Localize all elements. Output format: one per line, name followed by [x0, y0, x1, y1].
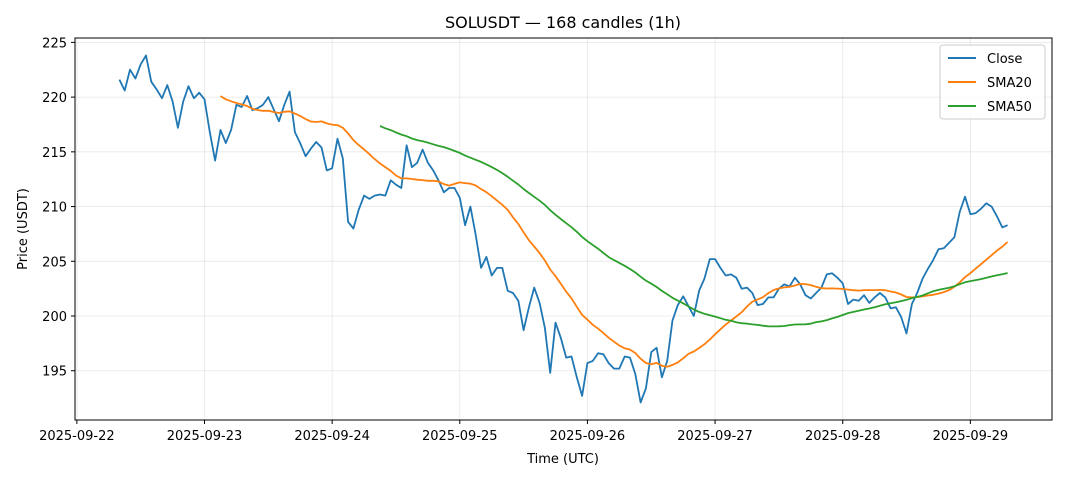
y-tick-label: 225 [42, 36, 67, 51]
x-tick-label: 2025-09-23 [167, 429, 243, 444]
y-axis: 195 200 205 210 215 220 225 [42, 36, 75, 380]
x-axis: 2025-09-22 2025-09-23 2025-09-24 2025-09-25… [39, 420, 1008, 444]
x-tick-label: 2025-09-26 [550, 429, 626, 444]
x-axis-label: Time (UTC) [526, 452, 599, 467]
x-tick-label: 2025-09-25 [422, 429, 498, 444]
legend: Close SMA20 SMA50 [939, 44, 1046, 120]
grid [75, 38, 1052, 420]
plot-frame [74, 37, 1053, 421]
y-tick-label: 220 [42, 91, 67, 106]
x-tick-label: 2025-09-24 [294, 429, 370, 444]
legend-label: SMA20 [987, 76, 1032, 91]
chart-title: SOLUSDT — 168 candles (1h) [445, 13, 681, 32]
y-tick-label: 215 [42, 146, 67, 161]
y-tick-label: 195 [42, 365, 67, 380]
legend-label: SMA50 [987, 100, 1032, 115]
y-tick-label: 210 [42, 201, 67, 216]
series-lines [118, 54, 1009, 404]
y-tick-label: 205 [42, 255, 67, 270]
y-axis-label: Price (USDT) [16, 188, 31, 270]
x-tick-label: 2025-09-28 [805, 429, 881, 444]
legend-label: Close [987, 52, 1022, 67]
series-line-sma50 [379, 125, 1008, 328]
y-tick-label: 200 [42, 310, 67, 325]
legend-box [939, 44, 1046, 120]
series-line-sma20 [220, 95, 1009, 368]
x-tick-label: 2025-09-22 [39, 429, 115, 444]
x-tick-label: 2025-09-29 [933, 429, 1009, 444]
x-tick-label: 2025-09-27 [677, 429, 753, 444]
series-line-close [118, 54, 1008, 404]
